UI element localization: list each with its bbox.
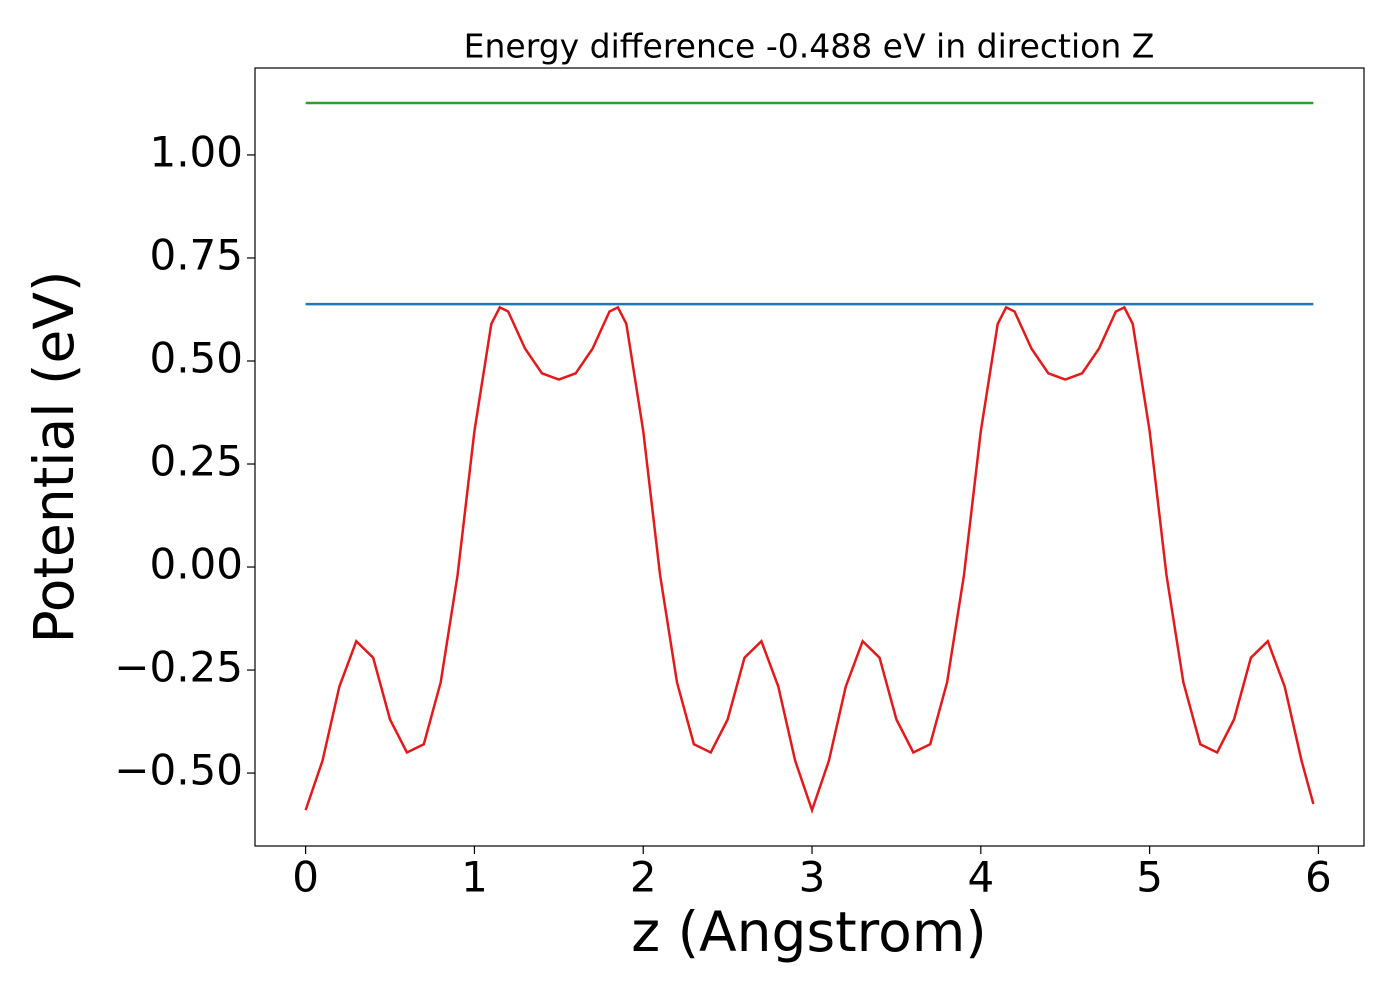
x-tick-label: 6: [1305, 853, 1332, 902]
y-tick-label: −0.25: [114, 643, 243, 692]
x-tick-label: 5: [1136, 853, 1163, 902]
y-axis-label: Potential (eV): [22, 271, 86, 644]
chart-title: Energy difference -0.488 eV in direction…: [464, 27, 1155, 66]
y-tick-label: 0.75: [149, 230, 243, 279]
y-tick-label: 0.00: [149, 540, 243, 589]
y-tick-label: −0.50: [114, 746, 243, 795]
y-tick-label: 1.00: [149, 127, 243, 176]
x-tick-label: 4: [967, 853, 994, 902]
y-tick-label: 0.50: [149, 333, 243, 382]
x-axis-label: z (Angstrom): [631, 900, 987, 964]
y-tick-label: 0.25: [149, 437, 243, 486]
x-tick-label: 1: [461, 853, 488, 902]
x-tick-label: 2: [630, 853, 657, 902]
plot-frame: [254, 67, 1365, 847]
x-tick-label: 3: [799, 853, 826, 902]
data-line: [304, 305, 1315, 815]
x-tick-label: 0: [292, 853, 319, 902]
